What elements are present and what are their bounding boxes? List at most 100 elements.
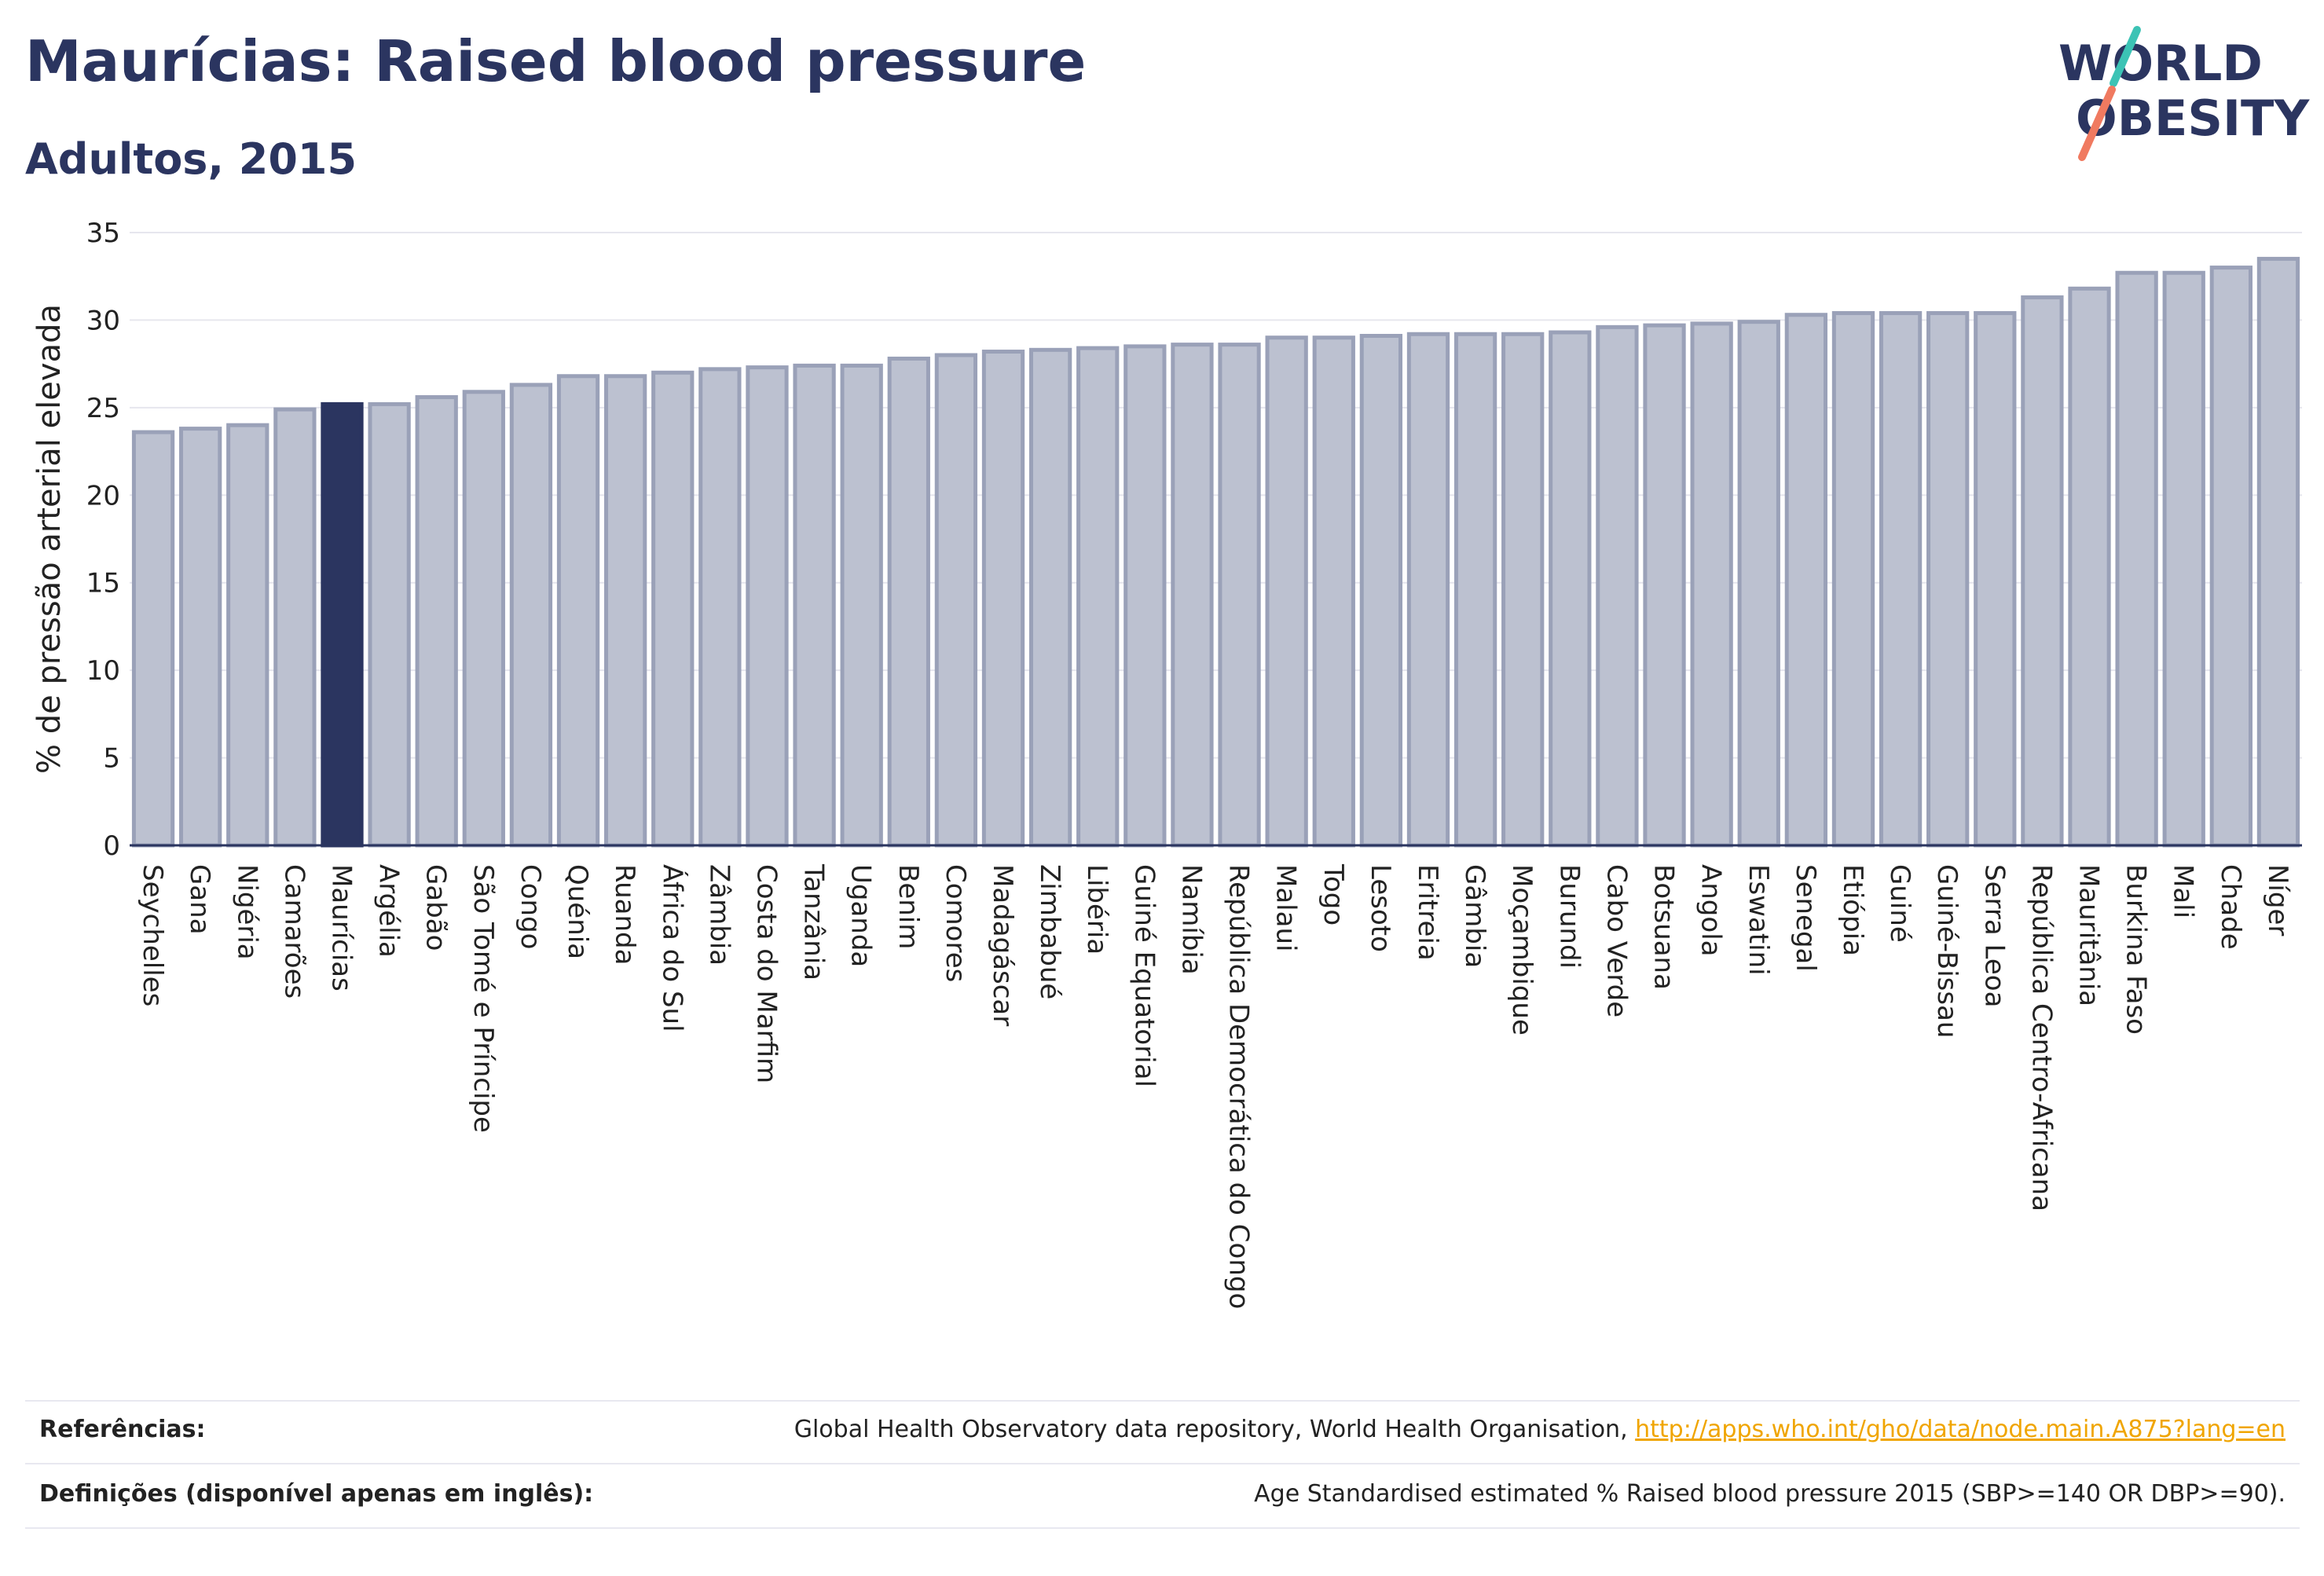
divider (25, 1400, 2300, 1402)
divider (25, 1463, 2300, 1464)
x-tick-label: Gana (184, 864, 215, 935)
bar[interactable] (793, 363, 836, 848)
bar[interactable] (1596, 324, 1639, 848)
bar[interactable] (1265, 335, 1308, 848)
bar[interactable] (1359, 333, 1403, 848)
bar[interactable] (2256, 256, 2300, 848)
bar[interactable] (1643, 323, 1686, 848)
x-tick-label: Gâmbia (1459, 864, 1490, 968)
svg-text:OBESITY: OBESITY (2076, 90, 2310, 147)
x-tick-label: Eritreia (1412, 864, 1443, 961)
page-subtitle: Adultos, 2015 (25, 134, 357, 184)
y-tick-label: 15 (86, 568, 120, 599)
world-obesity-logo: WORLD OBESITY (2058, 26, 2310, 161)
x-tick-label: Uganda (845, 864, 877, 967)
y-tick-label: 5 (103, 743, 120, 775)
x-tick-label: Serra Leoa (1978, 864, 2010, 1007)
x-tick-label: Comores (940, 864, 971, 982)
x-tick-label: Nigéria (231, 864, 262, 960)
x-tick-label: Guiné (1884, 864, 1915, 943)
bar[interactable] (1312, 335, 1355, 848)
x-tick-label: Lesoto (1365, 864, 1396, 952)
bar[interactable] (746, 365, 789, 848)
x-tick-label: Níger (2262, 864, 2293, 936)
y-tick-label: 20 (86, 480, 120, 511)
x-axis-ticks: Seychelles Gana Nigéria Camarões Maurícias Ar… (137, 863, 2293, 1309)
bar[interactable] (1549, 330, 1592, 848)
y-tick-label: 0 (103, 830, 120, 862)
x-tick-label: Burundi (1553, 864, 1585, 969)
bar[interactable] (981, 350, 1025, 848)
bar[interactable] (651, 370, 695, 848)
x-tick-label: Ruanda (609, 864, 640, 965)
x-tick-label: África do Sul (656, 864, 688, 1032)
x-tick-label: Libéria (1081, 864, 1113, 955)
bar[interactable] (2021, 295, 2064, 848)
bar[interactable] (1926, 311, 1970, 848)
x-tick-label: Zimbabué (1034, 864, 1065, 999)
references-label: Referências: (39, 1416, 206, 1443)
x-tick-label: Quénia (562, 864, 593, 959)
x-tick-label: Togo (1318, 863, 1349, 925)
bar[interactable] (556, 374, 600, 848)
definitions-row: Definições (disponível apenas em inglês)… (25, 1464, 2300, 1527)
bar[interactable] (368, 401, 411, 848)
svg-text:WORLD: WORLD (2058, 35, 2263, 92)
y-axis-label: % de pressão arterial elevada (31, 304, 68, 774)
bar[interactable] (1831, 311, 1875, 848)
references-link[interactable]: http://apps.who.int/gho/data/node.main.A… (1635, 1416, 2286, 1443)
bar[interactable] (273, 407, 317, 848)
bar[interactable] (1737, 320, 1780, 848)
x-tick-label: Mauritânia (2073, 864, 2105, 1006)
x-tick-label: Maurícias (325, 864, 357, 991)
bar[interactable] (131, 430, 175, 848)
bar-chart: 0 5 10 15 20 25 30 35 Seychelles Gana Nigéria Cama… (31, 218, 2302, 1309)
bar[interactable] (1690, 321, 1733, 848)
bar[interactable] (321, 401, 364, 848)
bar[interactable] (415, 394, 458, 848)
bar[interactable] (2162, 270, 2205, 848)
y-tick-label: 10 (86, 655, 120, 687)
bar[interactable] (840, 363, 883, 848)
x-tick-label: Madagáscar (987, 864, 1018, 1026)
bar[interactable] (1501, 332, 1545, 848)
x-tick-label: Eswatini (1743, 864, 1774, 976)
bar[interactable] (698, 367, 742, 848)
x-tick-label: Tanzânia (798, 863, 830, 980)
x-tick-label: Guiné-Bissau (1931, 864, 1963, 1038)
definitions-text: Age Standardised estimated % Raised bloo… (1254, 1480, 2286, 1508)
bar[interactable] (1406, 332, 1450, 848)
y-tick-label: 25 (86, 393, 120, 424)
bar[interactable] (2209, 266, 2253, 848)
bar[interactable] (1879, 311, 1923, 848)
bar[interactable] (887, 356, 930, 848)
references-row: Referências: Global Health Observatory d… (25, 1400, 2300, 1463)
x-tick-label: Etiópia (1837, 864, 1868, 956)
y-axis-ticks: 0 5 10 15 20 25 30 35 (86, 218, 120, 862)
bar[interactable] (1076, 346, 1120, 848)
bar[interactable] (934, 353, 978, 848)
x-tick-label: Namíbia (1175, 864, 1207, 975)
x-tick-label: Chade (2215, 864, 2246, 950)
bar[interactable] (2068, 286, 2111, 848)
bar[interactable] (1028, 347, 1072, 848)
x-tick-label: Moçambique (1506, 864, 1538, 1035)
y-tick-label: 30 (86, 305, 120, 336)
bar[interactable] (509, 383, 553, 848)
bar[interactable] (1171, 343, 1214, 848)
bar[interactable] (1124, 344, 1167, 848)
x-tick-label: Angola (1695, 864, 1727, 956)
bar[interactable] (2115, 270, 2158, 848)
bar[interactable] (1784, 313, 1828, 848)
x-tick-label: Botsuana (1648, 864, 1680, 990)
y-tick-label: 35 (86, 218, 120, 249)
bar[interactable] (1453, 332, 1497, 848)
bar[interactable] (1974, 311, 2017, 848)
bar[interactable] (603, 374, 647, 848)
x-tick-label: Malaui (1270, 864, 1302, 951)
references-text: Global Health Observatory data repositor… (794, 1416, 1636, 1443)
bar[interactable] (1218, 343, 1261, 848)
bar[interactable] (462, 390, 505, 848)
bar[interactable] (179, 427, 222, 848)
bar[interactable] (226, 423, 269, 848)
